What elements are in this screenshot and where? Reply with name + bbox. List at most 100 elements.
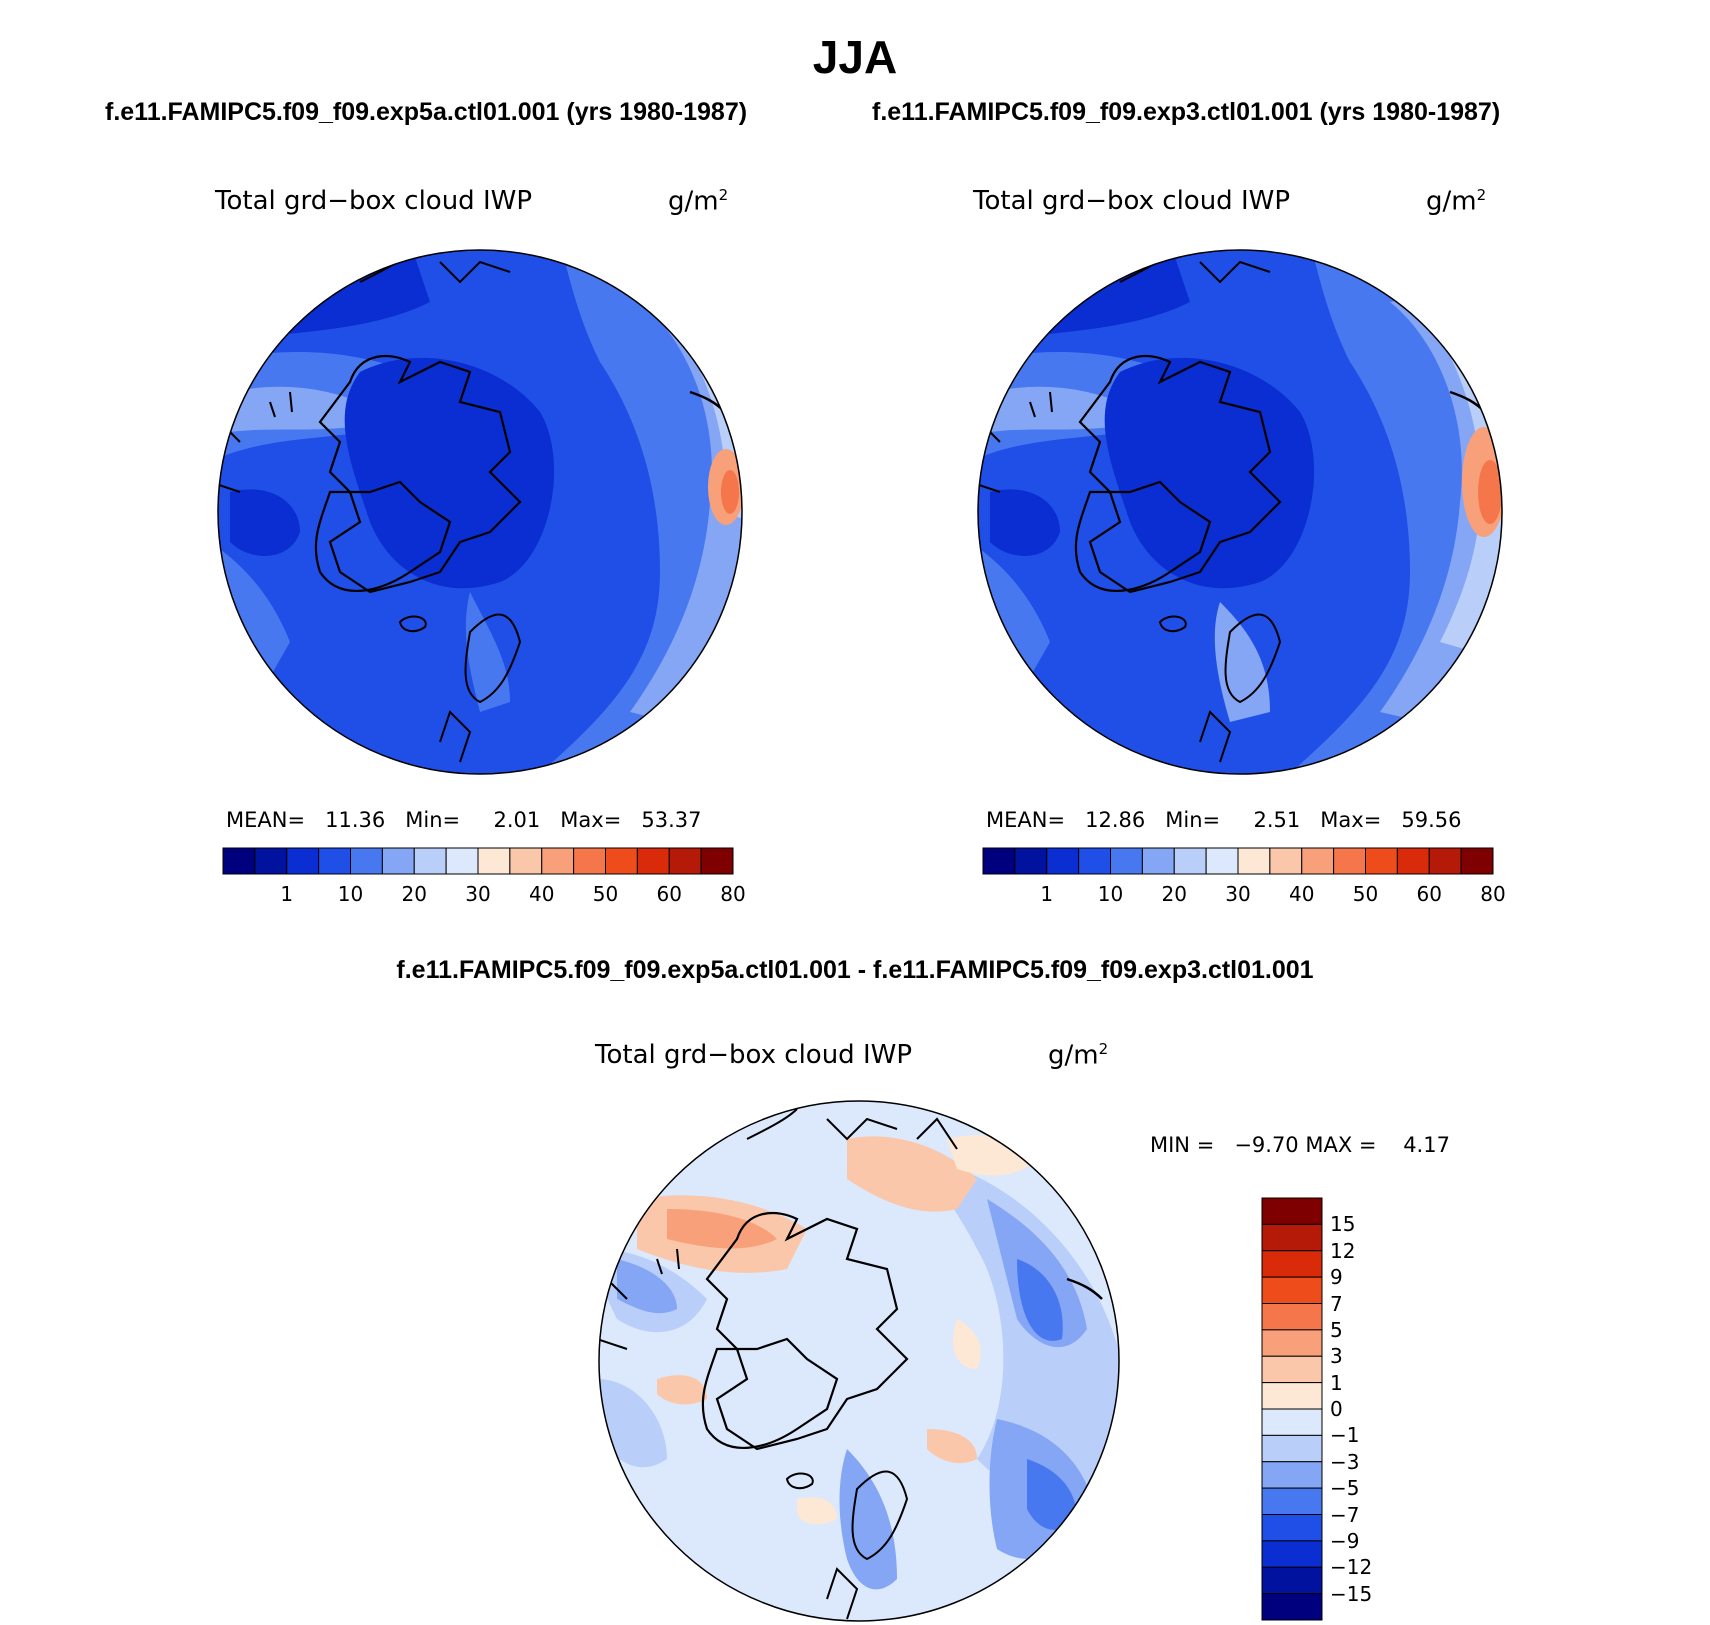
colorbar-swatch bbox=[1269, 847, 1303, 875]
colorbar-swatch bbox=[477, 847, 511, 875]
colorbar-tick-label: 10 bbox=[1097, 882, 1124, 906]
colorbar-tick-label: −7 bbox=[1330, 1502, 1360, 1527]
colorbar-swatch bbox=[1261, 1408, 1323, 1436]
colorbar-tick-label: −3 bbox=[1330, 1449, 1360, 1474]
panel2-colorbar bbox=[982, 847, 1494, 875]
colorbar-swatch bbox=[1110, 847, 1143, 875]
colorbar-swatch bbox=[1014, 847, 1048, 875]
panel1-units: g/m2 bbox=[668, 186, 729, 217]
colorbar-tick-label: 60 bbox=[1416, 882, 1442, 906]
colorbar-tick-label: 1 bbox=[1330, 1370, 1343, 1395]
colorbar-swatch bbox=[1261, 1355, 1323, 1384]
colorbar-swatch bbox=[254, 847, 288, 875]
colorbar-tick-label: 50 bbox=[592, 882, 619, 906]
colorbar-tick-label: −1 bbox=[1330, 1423, 1360, 1448]
colorbar-tick-label: 40 bbox=[1289, 882, 1315, 906]
panel2-variable: Total grd−box cloud IWP bbox=[973, 186, 1291, 216]
colorbar-tick-label: 3 bbox=[1330, 1344, 1343, 1369]
panel1-polar-map bbox=[217, 249, 743, 775]
season-title: JJA bbox=[812, 31, 898, 83]
colorbar-tick-label: 40 bbox=[529, 882, 555, 906]
colorbar-swatch bbox=[1261, 1461, 1323, 1489]
colorbar-swatch bbox=[222, 847, 256, 875]
difference-polar-map bbox=[598, 1100, 1120, 1622]
panel2-units: g/m2 bbox=[1426, 186, 1487, 217]
case-label-right: f.e11.FAMIPC5.f09_f09.exp3.ctl01.001 (yr… bbox=[872, 98, 1501, 126]
colorbar-swatch bbox=[1205, 847, 1239, 875]
colorbar-swatch bbox=[1396, 847, 1430, 875]
panel2-colorbar-labels: 1 10 20 30 40 50 60 80 bbox=[983, 882, 1505, 908]
colorbar-swatch bbox=[1261, 1250, 1323, 1278]
colorbar-swatch bbox=[1261, 1487, 1323, 1515]
colorbar-swatch bbox=[1261, 1540, 1323, 1568]
colorbar-swatch bbox=[1078, 847, 1111, 875]
colorbar-tick-label: 1 bbox=[280, 882, 294, 906]
colorbar-swatch bbox=[1173, 847, 1207, 875]
colorbar-swatch bbox=[1333, 847, 1366, 875]
colorbar-tick-label: 5 bbox=[1330, 1317, 1343, 1342]
colorbar-tick-label: −9 bbox=[1330, 1528, 1360, 1553]
colorbar-swatch bbox=[573, 847, 606, 875]
colorbar-tick-label: 0 bbox=[1330, 1397, 1343, 1421]
case-label-left: f.e11.FAMIPC5.f09_f09.exp5a.ctl01.001 (y… bbox=[105, 98, 748, 126]
colorbar-tick-label: 10 bbox=[337, 882, 364, 906]
panel1-colorbar-labels: 1 10 20 30 40 50 60 80 bbox=[223, 882, 745, 908]
colorbar-swatch bbox=[318, 847, 351, 875]
colorbar-swatch bbox=[1261, 1434, 1323, 1463]
colorbar-swatch bbox=[1237, 847, 1271, 875]
colorbar-swatch bbox=[1261, 1593, 1323, 1621]
colorbar-tick-label: 9 bbox=[1330, 1265, 1343, 1290]
colorbar-tick-label: 30 bbox=[465, 882, 491, 906]
colorbar-swatch bbox=[1261, 1566, 1323, 1595]
colorbar-swatch bbox=[700, 847, 734, 875]
panel1-variable: Total grd−box cloud IWP bbox=[215, 186, 533, 216]
colorbar-swatch bbox=[982, 847, 1016, 875]
colorbar-swatch bbox=[1141, 847, 1175, 875]
colorbar-tick-label: −15 bbox=[1330, 1581, 1373, 1606]
panel1-stats: MEAN= 11.36 Min= 2.01 Max= 53.37 bbox=[226, 808, 702, 832]
colorbar-swatch bbox=[1365, 847, 1398, 875]
colorbar-swatch bbox=[350, 847, 383, 875]
colorbar-tick-label: 1 bbox=[1040, 882, 1054, 906]
diff-variable: Total grd−box cloud IWP bbox=[595, 1040, 913, 1070]
diff-colorbar-labels: 15 12 9 7 5 3 1 0 −1 −3 −5 −7 −9 −12 −15 bbox=[1330, 1198, 1410, 1620]
panel1-colorbar bbox=[222, 847, 734, 875]
colorbar-swatch bbox=[381, 847, 415, 875]
colorbar-swatch bbox=[509, 847, 543, 875]
colorbar-tick-label: 20 bbox=[1161, 882, 1187, 906]
colorbar-swatch bbox=[1261, 1303, 1323, 1331]
colorbar-swatch bbox=[286, 847, 320, 875]
colorbar-swatch bbox=[1261, 1276, 1323, 1304]
diff-minmax: MIN = −9.70 MAX = 4.17 bbox=[1150, 1133, 1450, 1157]
colorbar-swatch bbox=[445, 847, 479, 875]
colorbar-swatch bbox=[668, 847, 702, 875]
colorbar-swatch bbox=[1261, 1514, 1323, 1542]
colorbar-tick-label: 80 bbox=[1480, 882, 1506, 906]
difference-title: f.e11.FAMIPC5.f09_f09.exp5a.ctl01.001 - … bbox=[396, 956, 1314, 984]
colorbar-swatch bbox=[541, 847, 575, 875]
colorbar-swatch bbox=[1460, 847, 1494, 875]
colorbar-swatch bbox=[1261, 1223, 1323, 1252]
colorbar-tick-label: 50 bbox=[1352, 882, 1379, 906]
colorbar-swatch bbox=[1261, 1197, 1323, 1225]
colorbar-swatch bbox=[636, 847, 670, 875]
colorbar-tick-label: −5 bbox=[1330, 1476, 1360, 1501]
colorbar-tick-label: −12 bbox=[1330, 1555, 1373, 1580]
diff-units: g/m2 bbox=[1048, 1040, 1109, 1071]
colorbar-swatch bbox=[413, 847, 447, 875]
colorbar-swatch bbox=[1046, 847, 1080, 875]
colorbar-tick-label: 60 bbox=[656, 882, 682, 906]
colorbar-tick-label: 80 bbox=[720, 882, 746, 906]
colorbar-tick-label: 20 bbox=[401, 882, 427, 906]
colorbar-swatch bbox=[1301, 847, 1335, 875]
colorbar-swatch bbox=[1261, 1382, 1323, 1410]
colorbar-tick-label: 12 bbox=[1330, 1238, 1356, 1263]
diff-colorbar bbox=[1261, 1197, 1323, 1621]
panel2-stats: MEAN= 12.86 Min= 2.51 Max= 59.56 bbox=[986, 808, 1462, 832]
colorbar-swatch bbox=[1428, 847, 1462, 875]
colorbar-tick-label: 30 bbox=[1225, 882, 1251, 906]
colorbar-tick-label: 7 bbox=[1330, 1291, 1343, 1316]
colorbar-tick-label: 15 bbox=[1330, 1212, 1356, 1237]
colorbar-swatch bbox=[605, 847, 638, 875]
panel2-polar-map bbox=[977, 249, 1503, 775]
